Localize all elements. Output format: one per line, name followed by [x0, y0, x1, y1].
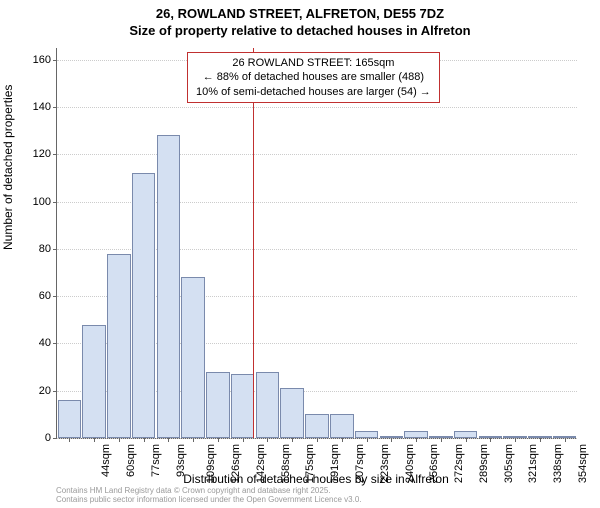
- xtick-mark: [391, 438, 392, 442]
- histogram-bar: [107, 254, 131, 438]
- credit-text: Contains HM Land Registry data © Crown c…: [56, 486, 576, 508]
- xtick-mark: [168, 438, 169, 442]
- histogram-bar: [206, 372, 230, 438]
- histogram-bar: [157, 135, 181, 438]
- ytick-mark: [53, 60, 57, 61]
- histogram-bar: [404, 431, 428, 438]
- plot-area: 02040608010012014016044sqm60sqm77sqm93sq…: [56, 48, 577, 439]
- histogram-bar: [132, 173, 156, 438]
- x-axis-title: Distribution of detached houses by size …: [56, 472, 576, 486]
- ytick-label: 120: [33, 148, 51, 160]
- xtick-mark: [565, 438, 566, 442]
- histogram-bar: [355, 431, 379, 438]
- xtick-mark: [218, 438, 219, 442]
- ytick-mark: [53, 154, 57, 155]
- ytick-label: 140: [33, 101, 51, 113]
- xtick-mark: [342, 438, 343, 442]
- ytick-mark: [53, 343, 57, 344]
- ytick-mark: [53, 296, 57, 297]
- xtick-mark: [267, 438, 268, 442]
- ytick-mark: [53, 249, 57, 250]
- xtick-mark: [490, 438, 491, 442]
- xtick-mark: [119, 438, 120, 442]
- xtick-mark: [243, 438, 244, 442]
- ytick-mark: [53, 202, 57, 203]
- annotation-box: 26 ROWLAND STREET: 165sqm← 88% of detach…: [187, 52, 440, 103]
- ytick-mark: [53, 107, 57, 108]
- xtick-mark: [515, 438, 516, 442]
- xtick-mark: [193, 438, 194, 442]
- ytick-label: 0: [45, 432, 51, 444]
- histogram-bar: [305, 414, 329, 438]
- gridline: [57, 154, 577, 155]
- xtick-mark: [317, 438, 318, 442]
- histogram-chart: 26, ROWLAND STREET, ALFRETON, DE55 7DZ S…: [0, 0, 600, 500]
- histogram-bar: [58, 400, 82, 438]
- xtick-mark: [69, 438, 70, 442]
- xtick-label: 354sqm: [577, 444, 589, 483]
- ytick-label: 100: [33, 196, 51, 208]
- credit-line: Contains HM Land Registry data © Crown c…: [56, 486, 576, 495]
- xtick-mark: [416, 438, 417, 442]
- ytick-label: 60: [39, 290, 51, 302]
- histogram-bar: [330, 414, 354, 438]
- xtick-mark: [441, 438, 442, 442]
- xtick-mark: [540, 438, 541, 442]
- histogram-bar: [231, 374, 255, 438]
- ytick-label: 80: [39, 243, 51, 255]
- ytick-mark: [53, 438, 57, 439]
- gridline: [57, 107, 577, 108]
- ytick-label: 20: [39, 385, 51, 397]
- histogram-bar: [280, 388, 304, 438]
- reference-line: [253, 48, 254, 438]
- histogram-bar: [256, 372, 280, 438]
- histogram-bar: [181, 277, 205, 438]
- annotation-line: ← 88% of detached houses are smaller (48…: [196, 70, 431, 84]
- y-axis-title: Number of detached properties: [1, 85, 15, 250]
- ytick-mark: [53, 391, 57, 392]
- xtick-mark: [144, 438, 145, 442]
- xtick-mark: [466, 438, 467, 442]
- annotation-line: 10% of semi-detached houses are larger (…: [196, 85, 431, 99]
- histogram-bar: [454, 431, 478, 438]
- ytick-label: 40: [39, 337, 51, 349]
- xtick-mark: [292, 438, 293, 442]
- ytick-label: 160: [33, 54, 51, 66]
- annotation-line: 26 ROWLAND STREET: 165sqm: [196, 56, 431, 70]
- xtick-mark: [367, 438, 368, 442]
- histogram-bar: [82, 325, 106, 438]
- xtick-mark: [94, 438, 95, 442]
- chart-title-line1: 26, ROWLAND STREET, ALFRETON, DE55 7DZ: [0, 6, 600, 23]
- chart-title-line2: Size of property relative to detached ho…: [0, 23, 600, 40]
